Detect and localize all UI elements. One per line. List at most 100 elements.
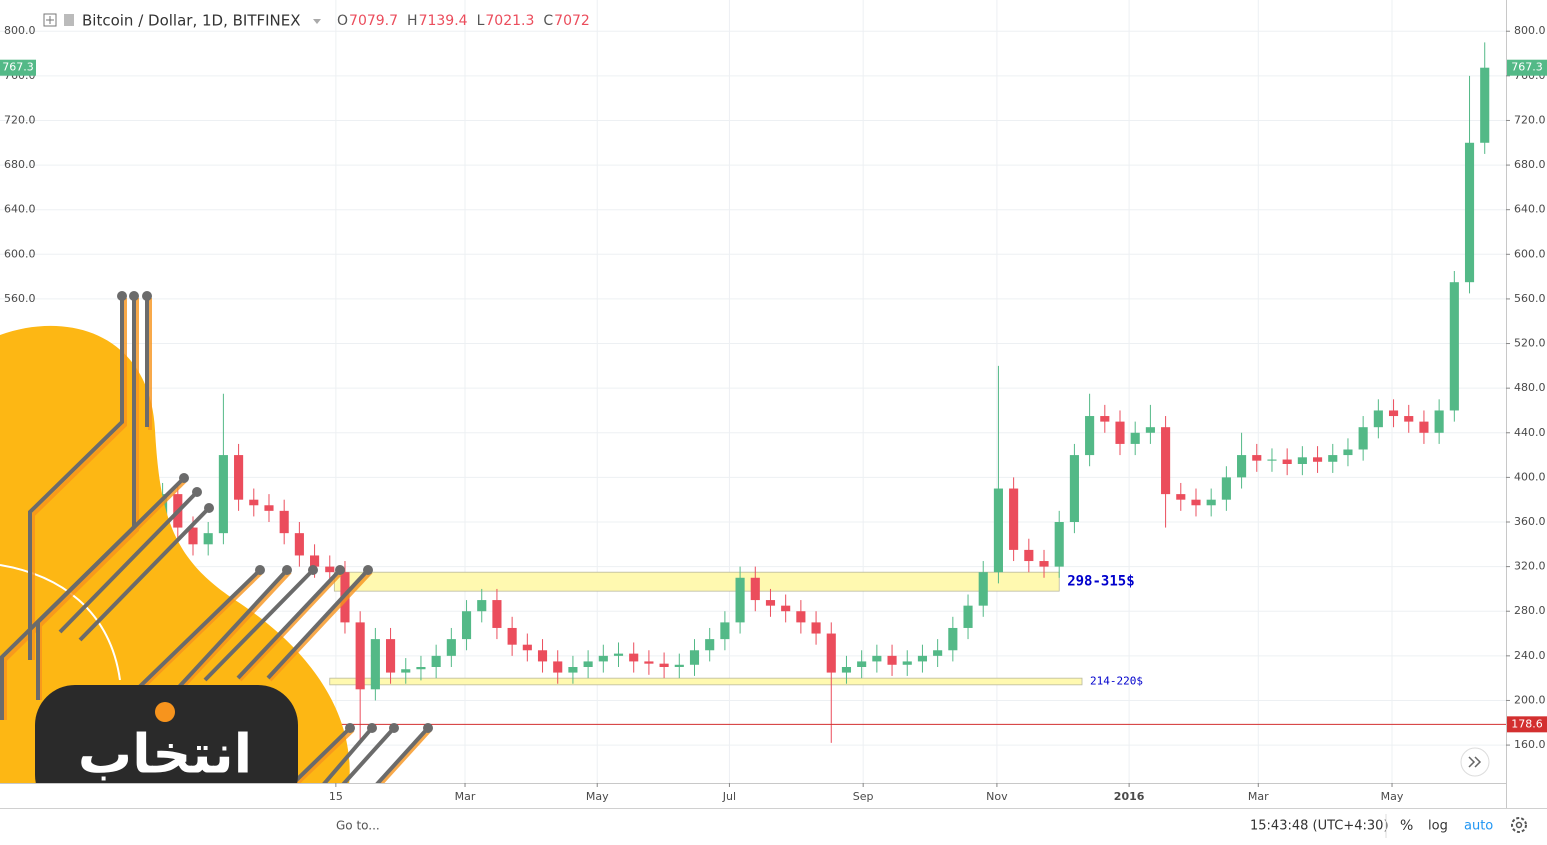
candle-body	[568, 667, 578, 673]
y-tick-label: 720.0	[1514, 113, 1546, 126]
candle-body	[781, 605, 791, 612]
zones: 298-315$ 214-220$	[329, 571, 1143, 688]
candle-body	[1313, 457, 1323, 462]
x-tick-label: Mar	[455, 790, 476, 803]
candle-body	[370, 639, 380, 690]
x-tick-label: May	[1381, 790, 1404, 803]
candle-body	[705, 639, 715, 651]
candle-body	[933, 650, 943, 656]
candle-body	[522, 644, 532, 651]
candle-body	[264, 505, 274, 511]
candle-body	[431, 655, 441, 667]
last-price-label-left: 767.3	[2, 61, 34, 74]
zone-label: 298-315$	[1067, 574, 1134, 590]
log-button[interactable]: log	[1428, 819, 1448, 834]
percent-button[interactable]: %	[1400, 818, 1413, 834]
candle-body	[1191, 499, 1201, 506]
candle-body	[993, 488, 1003, 573]
candle-body	[553, 661, 563, 673]
y-tick-label: 600.0	[1514, 247, 1546, 260]
price-axis-bg	[1506, 0, 1547, 808]
candle-body	[1434, 410, 1444, 433]
clock: 15:43:48 (UTC+4:30)	[1250, 819, 1389, 834]
candles	[36, 42, 1490, 743]
candle-body	[385, 639, 396, 673]
candle-body	[537, 650, 548, 662]
candle-body	[1404, 416, 1414, 422]
candle-body	[325, 566, 335, 573]
y-tick-label: 240.0	[1514, 649, 1546, 662]
goto-button[interactable]: Go to...	[336, 819, 380, 833]
candle-body	[249, 499, 259, 506]
candle-body	[234, 455, 244, 500]
candle-body	[659, 663, 669, 667]
settings-core[interactable]	[1515, 821, 1523, 829]
x-tick-label: Nov	[986, 790, 1008, 803]
y-tick-label-left: 640.0	[4, 203, 36, 216]
candle-body	[1069, 455, 1079, 522]
ohlc-value: 7021.3	[485, 13, 534, 29]
y-tick-label: 680.0	[1514, 158, 1546, 171]
candle-body	[917, 655, 928, 662]
scroll-right-icon[interactable]	[1468, 756, 1482, 768]
title-dropdown[interactable]	[313, 19, 321, 24]
candle-body	[355, 622, 365, 690]
settings-button[interactable]	[1511, 817, 1527, 833]
candle-body	[1130, 432, 1140, 444]
y-tick-label-left: 680.0	[4, 158, 36, 171]
candle-body	[735, 577, 745, 623]
candle-body	[1085, 416, 1095, 456]
candle-body	[1282, 459, 1292, 464]
candle-body	[1145, 427, 1155, 433]
candle-body	[401, 669, 411, 673]
candle-body	[629, 653, 639, 662]
auto-button[interactable]: auto	[1464, 819, 1493, 834]
candle-body	[857, 661, 867, 667]
y-tick-label: 640.0	[1514, 203, 1546, 216]
candle-body	[765, 600, 776, 606]
candle-body	[1237, 455, 1247, 478]
candle-body	[872, 655, 882, 662]
y-tick-label-left: 600.0	[4, 247, 36, 260]
y-tick-label-left: 800.0	[4, 24, 36, 37]
candle-body	[902, 661, 912, 665]
candle-body	[416, 667, 426, 670]
candle-body	[750, 577, 760, 601]
logo-text: انتخاب	[78, 723, 252, 786]
candle-body	[811, 622, 821, 634]
last-price-tag	[1507, 59, 1547, 76]
candle-body	[507, 627, 517, 645]
chart-title[interactable]: Bitcoin / Dollar, 1D, BITFINEX	[82, 12, 301, 30]
candle-body	[1039, 561, 1049, 567]
candle-body	[1267, 459, 1277, 461]
candle-body	[492, 600, 502, 628]
x-tick-label: 15	[329, 790, 343, 803]
y-tick-label: 280.0	[1514, 604, 1546, 617]
candle-body	[720, 622, 730, 640]
x-tick-label: Sep	[853, 790, 874, 803]
y-tick-label: 400.0	[1514, 470, 1546, 483]
header-icon-2	[64, 14, 74, 26]
candle-body	[1449, 282, 1459, 411]
candle-body	[583, 661, 593, 667]
x-tick-label: May	[586, 790, 609, 803]
candle-body	[446, 639, 456, 656]
y-tick-label: 160.0	[1514, 738, 1546, 751]
candle-body	[1373, 410, 1383, 428]
logo-coin	[155, 702, 175, 722]
candle-body	[1206, 499, 1216, 506]
y-tick-label: 480.0	[1514, 381, 1546, 394]
candle-body	[188, 527, 198, 545]
ohlc-label: O	[337, 13, 348, 29]
candle-body	[613, 653, 624, 656]
candle-body	[887, 655, 897, 665]
ohlc-label: H	[407, 13, 418, 29]
candle-body	[1297, 457, 1307, 464]
candle-body	[963, 605, 973, 628]
candle-body	[1100, 416, 1110, 422]
candle-body	[1176, 494, 1186, 500]
ohlc-value: 7139.4	[419, 13, 468, 29]
y-tick-label-left: 720.0	[4, 113, 36, 126]
